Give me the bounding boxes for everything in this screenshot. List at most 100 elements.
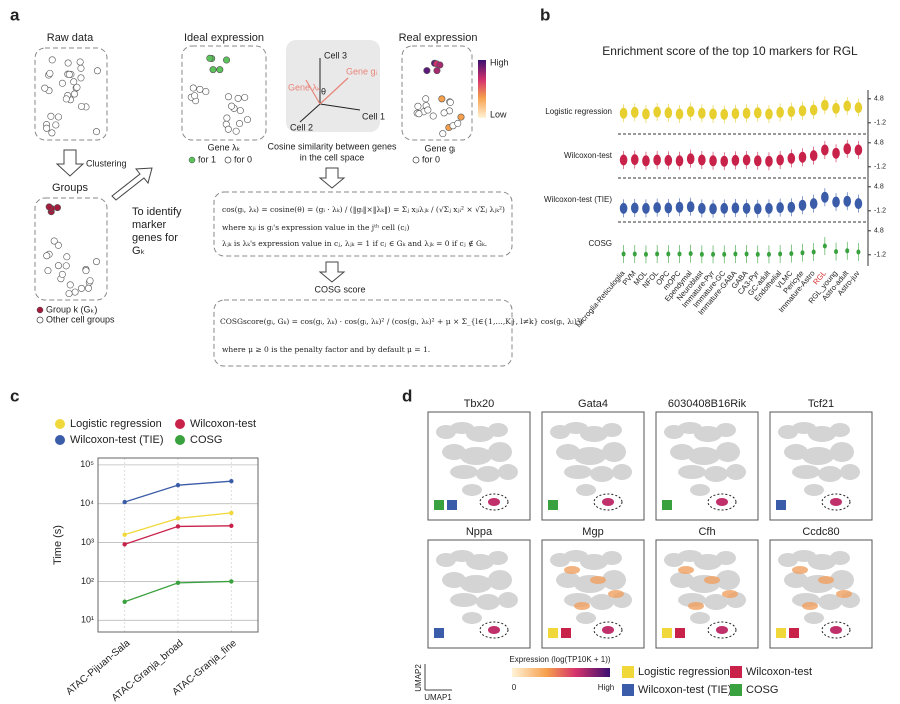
cell: [66, 281, 74, 289]
violin: [720, 155, 729, 167]
formula: COSGscore(gᵢ, Gₖ) = cos(gᵢ, λₖ) · cos(gᵢ…: [220, 317, 583, 326]
violin: [688, 251, 693, 257]
violin: [698, 154, 706, 166]
cell: [446, 98, 454, 106]
cell-cluster: [818, 466, 842, 482]
method-badge: [662, 628, 672, 638]
heading: Real expression: [399, 32, 478, 44]
violin: [698, 202, 706, 214]
cell: [77, 64, 85, 72]
box: [34, 197, 108, 301]
caption: in the cell space: [300, 152, 365, 162]
method-badge: [548, 628, 558, 638]
violin: [776, 202, 784, 214]
label: Gene λₖ: [208, 142, 241, 152]
cell: [438, 95, 446, 103]
panel-label: b: [540, 5, 550, 24]
panel-a: Raw data Clustering Groups Group k (Gₖ) …: [34, 32, 583, 367]
expression: [678, 566, 694, 574]
violin: [742, 154, 751, 166]
violin: [776, 106, 784, 118]
y-tick-label: -1.2: [874, 120, 886, 127]
cell-cluster: [808, 426, 836, 442]
method-badge: [789, 628, 799, 638]
cell: [216, 66, 224, 74]
violin: [809, 198, 818, 210]
axis-label: Cell 1: [362, 111, 385, 121]
legend-label: Logistic regression: [70, 418, 162, 430]
x-axis-title: UMAP1: [424, 693, 452, 702]
legend-dot: [36, 306, 44, 314]
cell-cluster: [840, 464, 860, 480]
gene-title: Ccdc80: [802, 526, 839, 538]
expression: [836, 590, 852, 598]
violin: [765, 108, 773, 120]
legend-swatch: [55, 435, 65, 445]
cell-cluster: [716, 570, 740, 590]
violin: [821, 191, 829, 203]
cell-cluster: [450, 465, 478, 479]
point: [175, 482, 181, 488]
cell-cluster: [804, 484, 824, 496]
cell: [223, 114, 231, 122]
y-axis-title: UMAP2: [414, 664, 423, 692]
violin: [811, 249, 816, 255]
violin: [834, 249, 839, 255]
cell-cluster: [818, 594, 842, 610]
cell: [41, 84, 49, 92]
point: [229, 579, 234, 584]
violin: [709, 155, 717, 167]
cell: [92, 258, 100, 266]
violin: [655, 251, 660, 257]
violin: [787, 106, 796, 118]
cell-cluster: [690, 612, 710, 624]
legend-label: Group k (Gₖ): [46, 304, 97, 314]
violin: [642, 108, 650, 120]
violin: [731, 154, 740, 166]
violin: [787, 201, 796, 213]
axis-label: θ: [321, 86, 326, 96]
violin: [666, 251, 671, 257]
cell-cluster: [462, 612, 482, 624]
cell-cluster: [466, 426, 494, 442]
row-label: Wilcoxon-test: [564, 151, 613, 160]
cell-cluster: [716, 551, 736, 565]
cell: [73, 83, 81, 91]
cell: [45, 203, 53, 211]
arrow: [318, 167, 346, 189]
violin: [742, 107, 751, 119]
cell: [65, 70, 73, 78]
axis-label: Gene gᵢ: [346, 66, 377, 76]
target-circle: [707, 621, 737, 639]
gene-title: Mgp: [582, 526, 603, 538]
violin: [822, 243, 827, 249]
cell-cluster: [688, 447, 720, 465]
violin: [698, 107, 706, 119]
legend-dot: [188, 156, 196, 164]
legend-label: Wilcoxon-test (TIE): [70, 434, 164, 446]
cell: [223, 56, 231, 64]
cell: [86, 277, 94, 285]
violin: [664, 107, 673, 119]
y-tick-label: 10¹: [81, 615, 94, 625]
target-circle: [479, 621, 509, 639]
cell: [415, 110, 423, 118]
violin: [619, 154, 628, 166]
method-badge: [776, 628, 786, 638]
violin: [619, 202, 628, 214]
y-axis-title: Time (s): [52, 525, 64, 565]
cell-cluster: [576, 612, 596, 624]
cell: [244, 116, 252, 124]
label: Gene gᵢ: [425, 143, 456, 153]
gene-title: 6030408B16Rik: [668, 398, 747, 410]
heading: Ideal expression: [184, 32, 264, 44]
legend-label: for 1: [198, 154, 216, 164]
cell: [202, 88, 210, 96]
cell: [54, 262, 62, 270]
row-label: Logistic regression: [545, 107, 612, 116]
cell: [43, 124, 51, 132]
violin: [821, 99, 829, 111]
method-badge: [447, 500, 457, 510]
violin: [766, 251, 771, 257]
method-badge: [662, 500, 672, 510]
